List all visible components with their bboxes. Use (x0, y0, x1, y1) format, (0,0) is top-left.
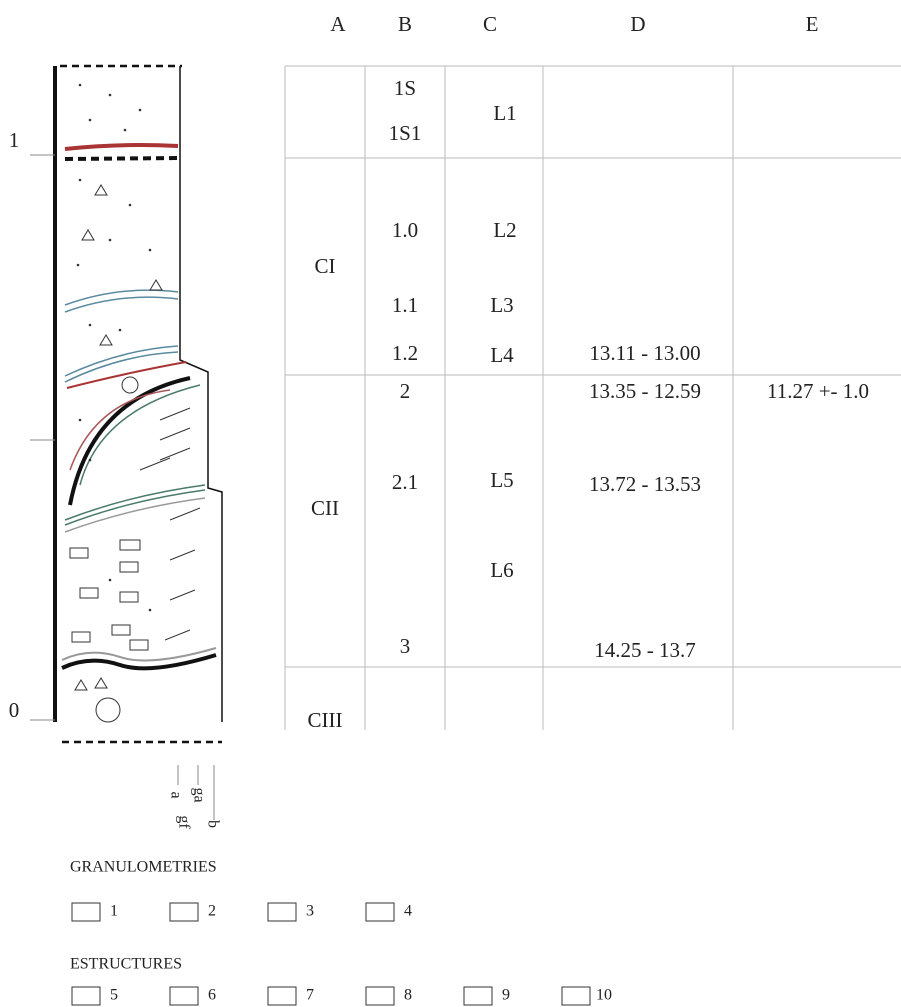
cell: 2 (400, 379, 411, 403)
column-header: D (630, 12, 645, 36)
cell: 1.0 (392, 218, 418, 242)
cell: L2 (493, 218, 516, 242)
legend-swatch (71, 986, 101, 1006)
cell: 3 (400, 634, 411, 658)
scale-label: 0 (9, 698, 20, 722)
legend-swatch (365, 986, 395, 1006)
legend-title: ESTRUCTURES (70, 956, 182, 973)
column-header: B (398, 12, 412, 36)
legend-swatch (267, 902, 297, 922)
legend-label: 8 (404, 987, 412, 1004)
cell: L5 (490, 468, 513, 492)
legend-label: 2 (208, 903, 216, 920)
cell: 11.27 +- 1.0 (767, 379, 869, 403)
column-label: gf (175, 815, 192, 829)
cell: CII (311, 496, 339, 520)
legend-swatch (267, 986, 297, 1006)
cell: 1S1 (389, 121, 422, 145)
table-grid (284, 65, 901, 730)
cell: 13.35 - 12.59 (589, 379, 701, 403)
column-label: a (167, 791, 184, 798)
column-header: A (330, 12, 346, 36)
legend-swatch (365, 902, 395, 922)
cell: L4 (490, 343, 514, 367)
legend-label: 10 (596, 987, 612, 1004)
legend-label: 6 (208, 987, 216, 1004)
legend-granulometries: 1 2 3 4 (71, 902, 412, 922)
legend-swatch (169, 986, 199, 1006)
legend-swatch (561, 986, 591, 1006)
legend-label: 5 (110, 987, 118, 1004)
cell: L6 (490, 558, 513, 582)
legend-label: 1 (110, 903, 118, 920)
cell: L1 (493, 101, 516, 125)
cell: 13.72 - 13.53 (589, 472, 701, 496)
column-label: ga (190, 787, 207, 802)
cell: 2.1 (392, 470, 418, 494)
cell: CI (315, 254, 336, 278)
legend-swatch (71, 902, 101, 922)
legend-structures: 5 6 7 8 9 10 (71, 986, 612, 1006)
cell: 1S (394, 76, 416, 100)
legend-swatch (169, 902, 199, 922)
column-label: b (204, 820, 221, 828)
legend-label: 3 (306, 903, 314, 920)
cell: 1.1 (392, 293, 418, 317)
cell: L3 (490, 293, 513, 317)
cell: CIII (308, 708, 343, 732)
legend-label: 9 (502, 987, 510, 1004)
cell: 13.11 - 13.00 (589, 341, 700, 365)
scale-label: 1 (9, 128, 20, 152)
cell: 1.2 (392, 341, 418, 365)
column-sketch (30, 64, 223, 820)
cell: 14.25 - 13.7 (594, 638, 696, 662)
column-header: E (806, 12, 819, 36)
column-header: C (483, 12, 497, 36)
legend-swatch (463, 986, 493, 1006)
legend-label: 4 (404, 903, 412, 920)
legend-label: 7 (306, 987, 314, 1004)
legend-title: GRANULOMETRIES (70, 859, 217, 876)
